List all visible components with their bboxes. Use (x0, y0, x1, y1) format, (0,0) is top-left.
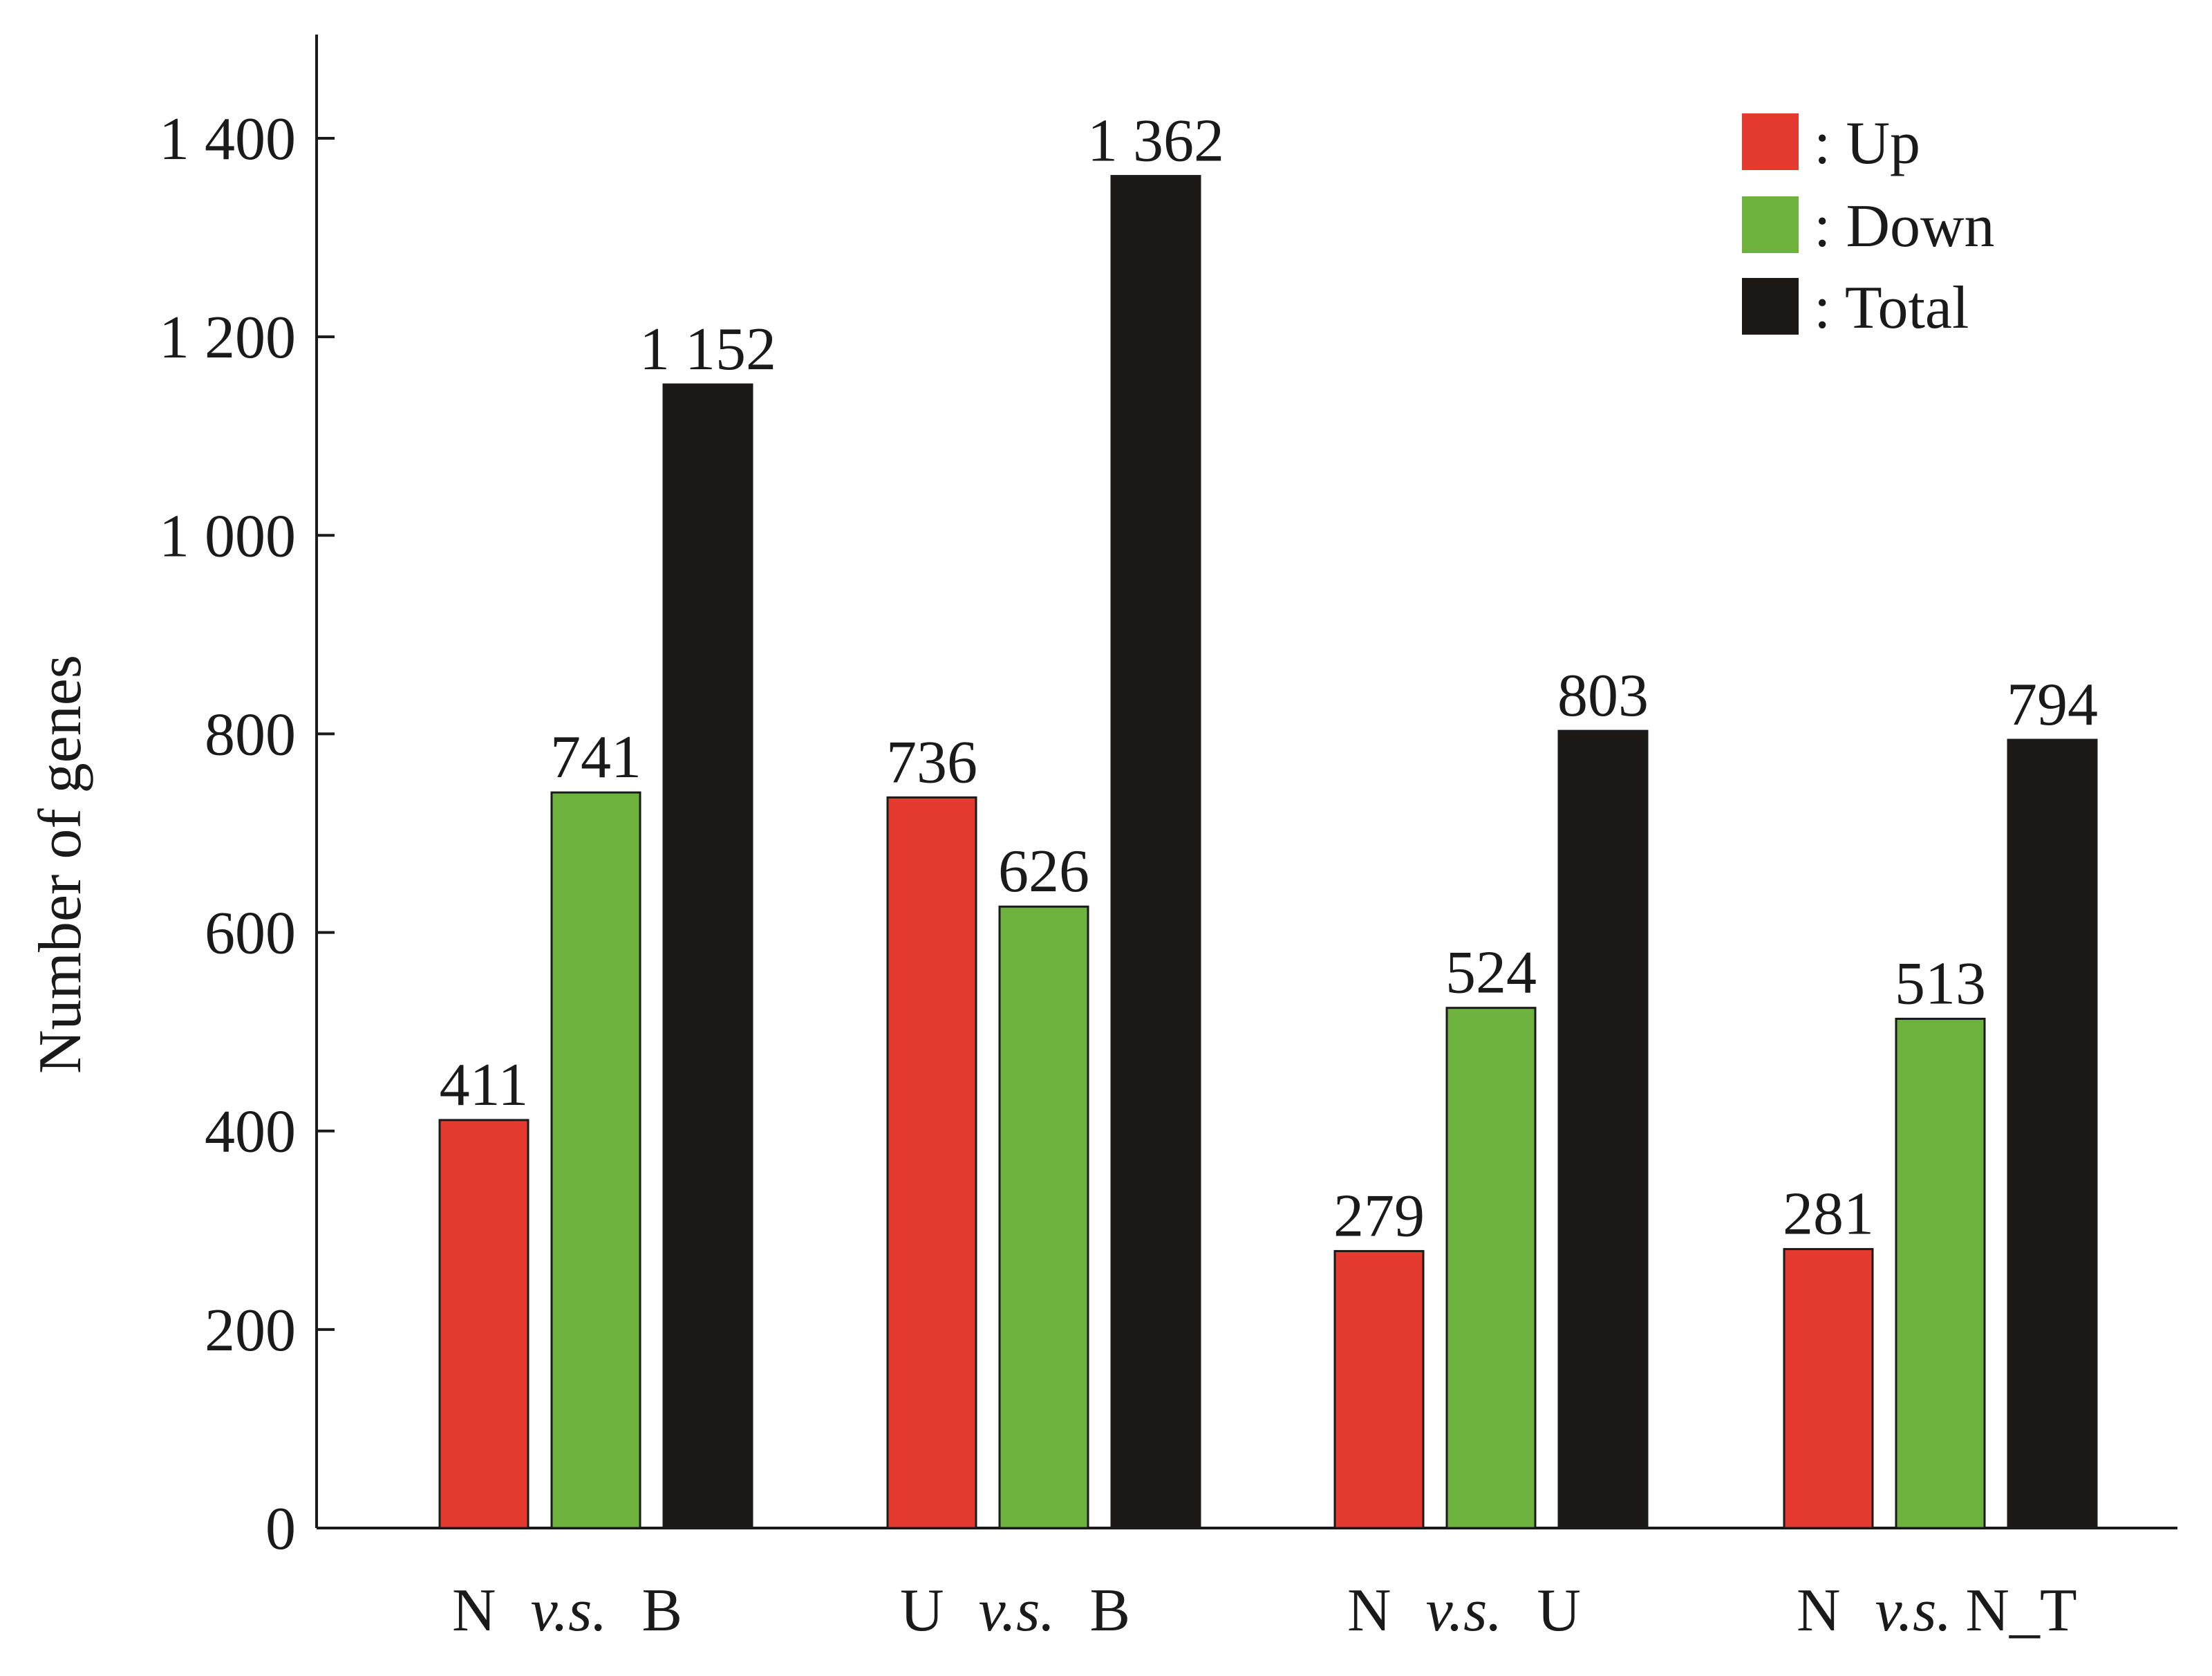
data-label: 411 (440, 1052, 529, 1119)
value-labels: 411 736 279 281 741 626 524 513 1 152 1 362 803 794 (440, 108, 2098, 1250)
data-label: 736 (886, 729, 977, 796)
y-tick-label: 200 (205, 1297, 296, 1364)
data-label: 1 362 (1087, 108, 1224, 175)
bar-up (1333, 1249, 1425, 1529)
bars (438, 175, 2098, 1529)
data-label: 794 (2007, 671, 2098, 738)
data-label: 1 152 (639, 316, 776, 383)
legend-label: : Down (1814, 193, 1995, 260)
y-axis-label: Number of genes (27, 655, 94, 1074)
bar-down (1445, 1007, 1537, 1529)
data-label: 281 (1783, 1181, 1874, 1248)
bar-up (886, 796, 977, 1529)
bar-total (662, 383, 753, 1529)
data-label: 524 (1445, 940, 1537, 1007)
legend-swatch (1742, 113, 1799, 170)
legend: : Up : Down : Total (1742, 110, 1995, 342)
bar-down (998, 905, 1089, 1529)
y-tick-label: 1 000 (159, 503, 296, 570)
data-label: 513 (1895, 950, 1986, 1017)
data-label: 803 (1557, 662, 1649, 729)
data-label: 626 (998, 838, 1089, 905)
bar-down (550, 791, 641, 1529)
bar-up (1783, 1248, 1874, 1529)
legend-label: : Up (1814, 110, 1920, 177)
legend-swatch (1742, 278, 1799, 335)
y-tick-label: 800 (205, 701, 296, 768)
bar-total (1557, 729, 1649, 1529)
bar-down (1895, 1017, 1986, 1529)
y-tick-label: 1 200 (159, 304, 296, 371)
legend-swatch (1742, 196, 1799, 253)
y-tick-label: 1 400 (159, 106, 296, 173)
bar-total (2007, 738, 2098, 1529)
bar-total (1110, 175, 1201, 1529)
y-tick-label: 400 (205, 1099, 296, 1166)
y-axis-ticks: 0 200 400 600 800 1 000 1 200 1 400 (159, 106, 335, 1563)
legend-label: : Total (1814, 274, 1969, 342)
data-label: 741 (550, 724, 641, 791)
bar-up (438, 1119, 529, 1529)
y-tick-label: 600 (205, 900, 296, 967)
y-tick-label: 0 (265, 1496, 296, 1563)
data-label: 279 (1333, 1182, 1425, 1249)
